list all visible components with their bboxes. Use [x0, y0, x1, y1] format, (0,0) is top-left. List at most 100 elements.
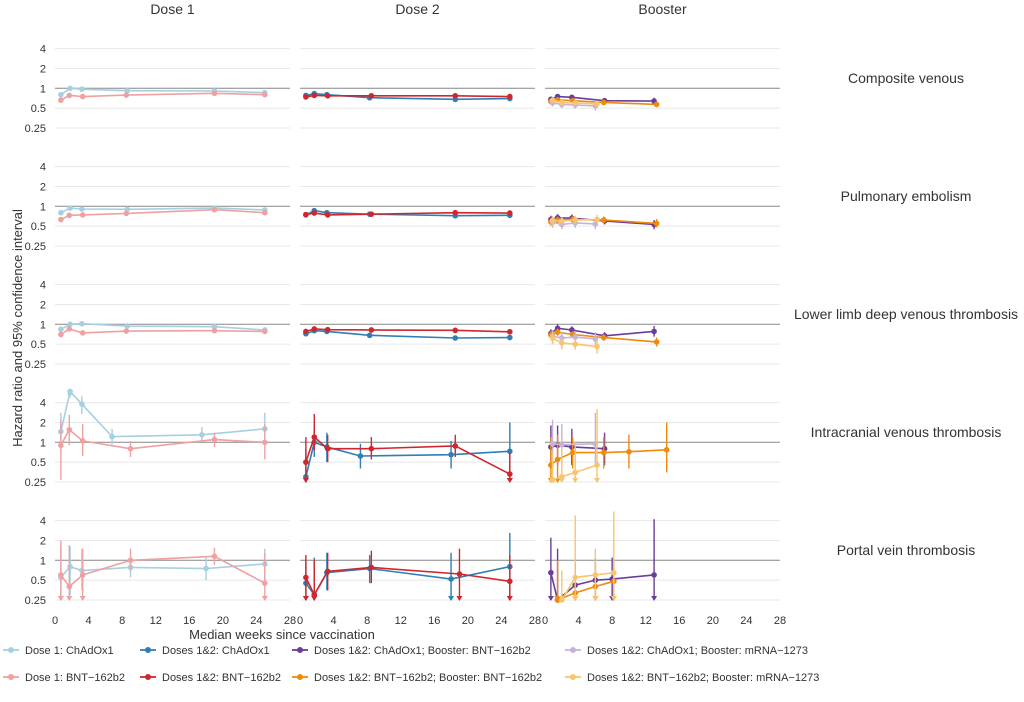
- data-point: [58, 91, 64, 98]
- legend-label: Doses 1&2: BNT−162b2; Booster: mRNA−1273: [587, 672, 819, 684]
- data-point: [600, 99, 607, 106]
- data-point: [448, 451, 454, 458]
- legend-swatch-point: [297, 674, 303, 680]
- x-tick-label: 24: [250, 615, 262, 627]
- data-point: [558, 340, 565, 346]
- data-point: [58, 326, 64, 333]
- data-point: [127, 557, 134, 564]
- data-point: [368, 327, 375, 333]
- y-tick-label: 0.25: [25, 595, 46, 607]
- data-point: [58, 572, 64, 578]
- data-point: [651, 328, 657, 335]
- series-line: [552, 218, 598, 222]
- row-label: Lower limb deep venous thrombosis: [794, 306, 1018, 322]
- y-tick-label: 0.25: [25, 123, 46, 135]
- data-point: [303, 211, 309, 218]
- column-header: Dose 2: [395, 1, 440, 17]
- data-point: [368, 445, 375, 452]
- series-line: [60, 92, 265, 101]
- x-tick-label: 0: [542, 615, 548, 627]
- lower-bound-arrow: [311, 596, 318, 601]
- data-point: [549, 440, 556, 447]
- series-line: [305, 435, 511, 475]
- data-point: [211, 553, 218, 560]
- y-axis-title: Hazard ratio and 95% confidence interval: [10, 209, 25, 447]
- y-tick-label: 4: [40, 44, 46, 56]
- legend-swatch-point: [145, 647, 151, 653]
- lower-bound-arrow: [302, 596, 309, 601]
- series-line: [60, 328, 265, 336]
- data-point: [324, 92, 331, 99]
- lower-bound-arrow: [79, 596, 86, 601]
- data-point: [549, 335, 556, 341]
- series-line: [552, 464, 598, 481]
- x-tick-label: 20: [217, 615, 229, 627]
- data-point: [324, 445, 331, 452]
- data-point: [558, 218, 565, 224]
- lower-bound-arrow: [66, 596, 73, 601]
- data-point: [66, 326, 73, 332]
- data-point: [109, 433, 115, 440]
- x-tick-label: 12: [150, 615, 162, 627]
- y-tick-label: 1: [40, 319, 46, 331]
- y-tick-label: 0.25: [25, 477, 46, 489]
- y-tick-label: 1: [40, 201, 46, 213]
- lower-bound-arrow: [302, 478, 309, 483]
- data-point: [123, 92, 130, 98]
- data-point: [123, 328, 130, 334]
- legend-swatch-point: [8, 647, 14, 653]
- data-point: [211, 323, 218, 330]
- lower-bound-arrow: [456, 596, 463, 601]
- data-point: [651, 572, 657, 578]
- data-point: [572, 574, 579, 581]
- y-tick-label: 4: [40, 398, 46, 410]
- data-point: [594, 462, 600, 468]
- series-line: [305, 441, 510, 477]
- y-tick-label: 2: [40, 417, 46, 429]
- lower-bound-arrow: [594, 478, 601, 483]
- data-point: [311, 92, 318, 99]
- data-point: [67, 85, 73, 92]
- data-point: [653, 220, 660, 227]
- legend-swatch-point: [570, 674, 576, 680]
- data-point: [572, 341, 579, 347]
- data-point: [66, 426, 73, 433]
- data-point: [558, 441, 565, 448]
- data-point: [368, 92, 375, 99]
- lower-bound-arrow: [651, 596, 658, 601]
- data-point: [507, 328, 513, 335]
- data-point: [66, 92, 73, 99]
- data-point: [452, 92, 459, 99]
- series-line: [550, 572, 655, 602]
- data-point: [311, 326, 318, 332]
- y-tick-label: 0.25: [25, 241, 46, 253]
- series-line: [550, 444, 605, 450]
- data-point: [324, 326, 331, 333]
- data-point: [507, 578, 513, 585]
- data-point: [79, 93, 86, 100]
- data-point: [58, 442, 64, 449]
- lower-bound-arrow: [572, 596, 579, 601]
- data-point: [79, 572, 86, 578]
- data-point: [572, 217, 579, 223]
- x-tick-label: 16: [183, 615, 195, 627]
- data-point: [79, 206, 85, 212]
- data-point: [67, 205, 73, 211]
- data-point: [127, 445, 134, 452]
- y-tick-label: 1: [40, 83, 46, 95]
- x-tick-label: 4: [576, 615, 582, 627]
- x-tick-label: 20: [707, 615, 719, 627]
- lower-bound-arrow: [572, 478, 579, 483]
- y-tick-label: 4: [40, 516, 46, 528]
- data-point: [366, 332, 373, 339]
- x-tick-label: 8: [609, 615, 615, 627]
- data-point: [357, 453, 364, 459]
- data-point: [549, 476, 556, 483]
- y-tick-label: 1: [40, 555, 46, 567]
- data-point: [58, 331, 64, 338]
- data-point: [199, 431, 205, 438]
- data-point: [600, 449, 607, 456]
- series-line: [60, 208, 265, 221]
- data-point: [66, 212, 73, 219]
